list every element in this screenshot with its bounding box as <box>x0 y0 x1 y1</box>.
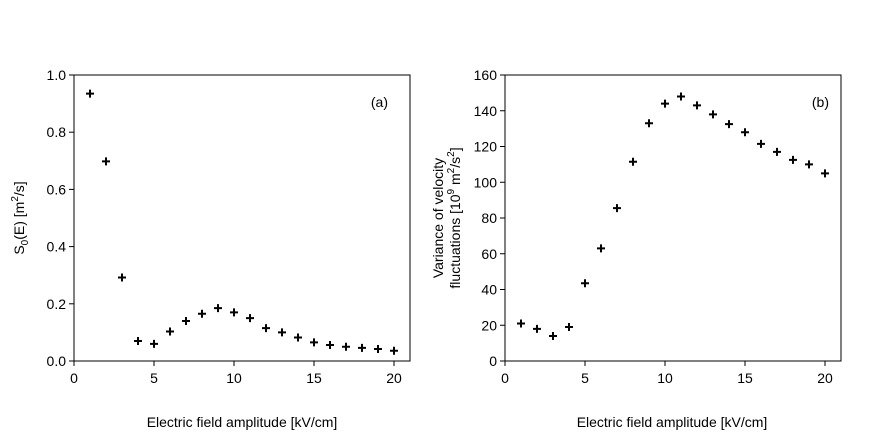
panel-b-y-tick-label: 40 <box>481 282 497 298</box>
panel-a-x-axis-label: Electric field amplitude [kV/cm] <box>147 414 338 430</box>
panel-a-y-ticks: 0.0 0.2 0.4 0.6 0.8 1.0 <box>47 67 74 369</box>
panel-a-y-axis-label: S0(E) [m2/s] <box>10 181 31 254</box>
panel-b-y-tick-label: 20 <box>481 317 497 333</box>
panel-b-data-point <box>661 99 669 108</box>
panel-a-data-point <box>150 339 158 348</box>
panel-b-data-point <box>773 147 781 156</box>
panel-b-y-label-mid: m <box>447 173 463 189</box>
panel-a-plot-frame <box>73 74 411 362</box>
panel-a-x-tick-label: 0 <box>70 370 78 386</box>
panel-a-y-label-main: S <box>11 245 27 254</box>
panel-a: 0 5 10 15 20 0.00.20.40.60.81.0 (a) Electric… <box>10 67 411 430</box>
panel-b-data-point <box>741 128 749 137</box>
panel-a-data-point <box>326 340 334 349</box>
panel-b-data-point <box>693 101 701 110</box>
panel-a-data-point <box>198 309 206 318</box>
panel-a-data-markers <box>86 89 398 355</box>
panel-b-x-tick-label: 10 <box>657 370 673 386</box>
panel-b-data-point <box>533 324 541 333</box>
panel-b-data-point <box>789 155 797 164</box>
panel-b-x-axis-label: Electric field amplitude [kV/cm] <box>577 414 768 430</box>
panel-b-x-ticks: 0 5 10 15 20 <box>501 361 833 386</box>
panel-b-y-tick-label: 0 <box>489 353 497 369</box>
panel-b-y-label-sup1: 9 <box>446 188 457 194</box>
panel-a-y-tick-label: 0.6 <box>47 181 67 197</box>
panel-a-data-point <box>262 324 270 333</box>
panel-a-label: (a) <box>371 94 388 110</box>
panel-b-data-point <box>629 157 637 166</box>
panel-b-y-tick-label: 160 <box>474 67 498 83</box>
panel-a-y-tick-label: 0.4 <box>47 239 67 255</box>
panel-b-x-tick-label: 15 <box>737 370 753 386</box>
panel-a-y-tick-label: 0.0 <box>47 353 67 369</box>
panel-b-y-label-pre: fluctuations [10 <box>447 194 463 288</box>
panel-b-data-point <box>821 169 829 178</box>
panel-b-data-point <box>645 119 653 128</box>
panel-a-x-tick-label: 20 <box>386 370 402 386</box>
panel-b-y-ticks: 0 20 40 60 80 100 120 140 160 <box>474 67 505 369</box>
panel-a-x-tick-label: 5 <box>150 370 158 386</box>
panel-b-data-point <box>613 204 621 213</box>
panel-b-data-point <box>581 279 589 288</box>
panel-a-y-label-mid: (E) [m <box>11 202 27 240</box>
panel-b-y-tick-label: 80 <box>481 210 497 226</box>
panel-b-y-tick-label: 120 <box>474 139 498 155</box>
panel-a-y-label-sup: 2 <box>10 196 21 202</box>
panel-b-data-point <box>597 244 605 253</box>
panel-a-y-label-sub: 0 <box>20 239 31 245</box>
panel-b-y-axis-label-line2: fluctuations [109 m2/s2] <box>446 147 463 288</box>
panel-b-data-point <box>725 120 733 129</box>
panel-b-x-tick-label: 0 <box>501 370 509 386</box>
panel-a-y-label-end: /s] <box>11 181 27 196</box>
panel-b-y-tick-label: 100 <box>474 174 498 190</box>
panel-b-y-label-mid2: /s <box>447 157 463 168</box>
panel-b-plot-frame <box>504 74 842 362</box>
panel-a-x-tick-label: 15 <box>306 370 322 386</box>
panel-a-data-point <box>166 327 174 336</box>
panel-b-label: (b) <box>812 94 829 110</box>
panel-b-y-tick-label: 140 <box>474 103 498 119</box>
panel-a-data-point <box>390 346 398 355</box>
panel-b-y-label-sup3: 2 <box>446 151 457 157</box>
panel-b-data-point <box>709 110 717 119</box>
panel-a-y-tick-label: 1.0 <box>47 67 67 83</box>
panel-a-data-point <box>278 328 286 337</box>
panel-b-y-tick-label: 60 <box>481 246 497 262</box>
panel-a-data-point <box>310 338 318 347</box>
panel-a-data-point <box>230 308 238 317</box>
panel-a-data-point <box>118 273 126 282</box>
panel-a-data-point <box>374 344 382 353</box>
panel-a-y-tick-label: 0.2 <box>47 296 67 312</box>
panel-b-y-axis-label-line1: Variance of velocity <box>430 158 446 278</box>
panel-a-data-point <box>86 89 94 98</box>
panel-b-data-point <box>805 160 813 169</box>
panel-b-data-point <box>517 319 525 328</box>
panel-b-x-tick-label: 5 <box>581 370 589 386</box>
panel-b-data-point <box>565 323 573 332</box>
panel-a-data-point <box>182 316 190 325</box>
panel-b-x-tick-label: 20 <box>817 370 833 386</box>
panel-a-data-point <box>102 157 110 166</box>
panel-b: 0 5 10 15 20 0 20 40 60 80 100 120 140 160 (b) Elect… <box>430 67 842 430</box>
panel-a-data-point <box>246 314 254 323</box>
panel-b-y-label-sup2: 2 <box>446 167 457 173</box>
panel-a-data-point <box>294 333 302 342</box>
panel-b-data-markers <box>517 92 829 340</box>
panel-b-y-label-end: ] <box>447 147 463 151</box>
panel-b-data-point <box>757 139 765 148</box>
panel-b-data-point <box>677 92 685 101</box>
panel-a-x-ticks: 0 5 10 15 20 <box>70 361 402 386</box>
panel-a-data-point <box>358 343 366 352</box>
panel-a-data-point <box>134 336 142 345</box>
panel-a-x-tick-label: 10 <box>226 370 242 386</box>
panel-a-data-point <box>342 342 350 351</box>
panel-a-data-point <box>214 304 222 313</box>
panel-a-y-tick-label: 0.8 <box>47 124 67 140</box>
panel-b-data-point <box>549 331 557 340</box>
